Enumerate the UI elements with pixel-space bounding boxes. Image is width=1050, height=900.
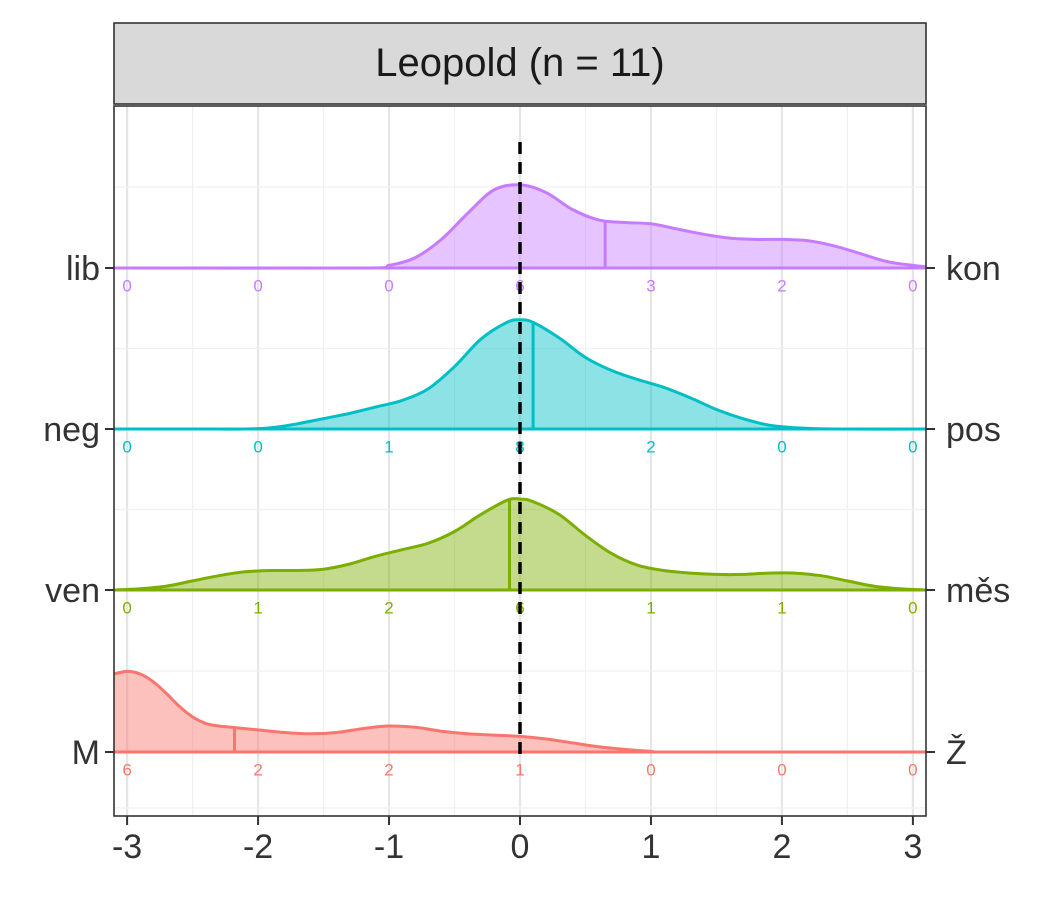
x-tick-label: -3	[112, 828, 142, 866]
x-tick-label: -1	[374, 828, 404, 866]
count-label: 6	[122, 760, 131, 779]
facet-strip-background	[113, 22, 927, 105]
x-tick-label: 2	[772, 828, 791, 866]
y-tick-label-left: neg	[43, 411, 100, 449]
y-tick-label-left: ven	[45, 572, 100, 610]
count-label: 2	[777, 276, 786, 295]
count-label: 0	[908, 437, 917, 456]
x-tick-label: 0	[511, 828, 530, 866]
count-label: 1	[646, 598, 655, 617]
facet-strip: Leopold (n = 11)	[113, 22, 927, 105]
x-tick-label: -2	[243, 828, 273, 866]
count-label: 3	[646, 276, 655, 295]
ridge-lib: 0006320	[113, 183, 927, 295]
count-label: 2	[646, 437, 655, 456]
ridge-ven: 0126110	[113, 497, 927, 617]
count-label: 1	[384, 437, 393, 456]
count-label: 0	[908, 276, 917, 295]
count-label: 1	[515, 760, 524, 779]
count-label: 0	[253, 437, 262, 456]
count-label: 0	[253, 276, 262, 295]
density-line	[113, 183, 927, 270]
count-label: 0	[777, 760, 786, 779]
y-tick-label-right: pos	[946, 411, 1001, 449]
density-line	[113, 318, 927, 431]
count-label: 0	[122, 437, 131, 456]
y-tick-label-right: kon	[946, 250, 1001, 288]
x-tick-label: 1	[642, 828, 661, 866]
count-label: 1	[777, 598, 786, 617]
x-tick-label: 3	[903, 828, 922, 866]
count-label: 0	[384, 276, 393, 295]
y-tick-label-right: Ž	[946, 734, 967, 772]
count-label: 0	[122, 276, 131, 295]
count-label: 1	[253, 598, 262, 617]
y-tick-label-left: lib	[66, 250, 100, 288]
count-label: 0	[908, 598, 917, 617]
count-label: 2	[253, 760, 262, 779]
density-line	[113, 669, 927, 754]
count-label: 0	[908, 760, 917, 779]
y-tick-label-right: měs	[946, 572, 1010, 610]
y-tick-label-left: M	[72, 734, 100, 772]
density-area	[114, 319, 926, 430]
density-area	[114, 671, 926, 753]
facet-title: Leopold (n = 11)	[375, 41, 664, 85]
density-line	[113, 497, 927, 592]
count-label: 0	[646, 760, 655, 779]
count-label: 0	[122, 598, 131, 617]
count-label: 2	[384, 598, 393, 617]
count-label: 2	[384, 760, 393, 779]
count-label: 0	[777, 437, 786, 456]
